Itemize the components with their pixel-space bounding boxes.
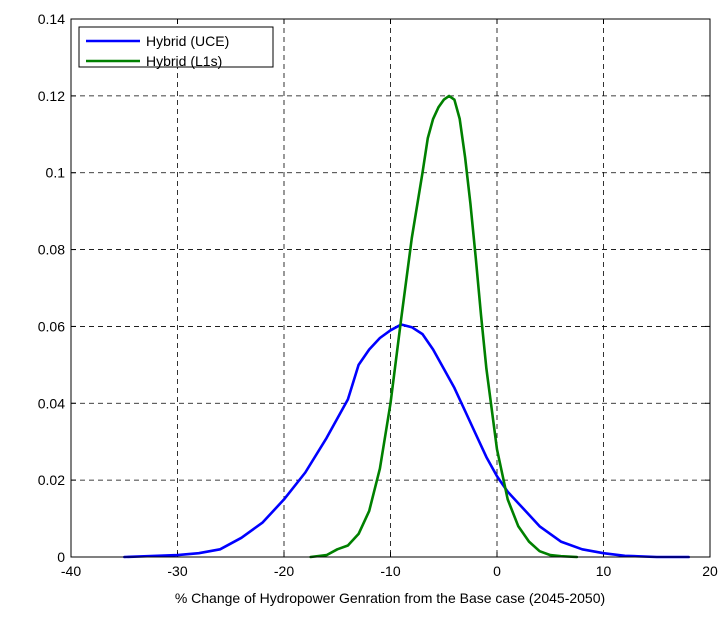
x-tick-label: -40 (61, 563, 81, 579)
legend: Hybrid (UCE) Hybrid (L1s) (78, 26, 274, 69)
y-tick-label: 0.06 (38, 318, 65, 334)
y-tick-label: 0.1 (46, 165, 66, 181)
series-line-1 (123, 323, 691, 559)
y-tick-labels: 0 0.02 0.04 0.06 0.08 0.1 0.12 0.14 (38, 11, 65, 565)
x-axis-title: % Change of Hydropower Genration from th… (175, 590, 605, 606)
y-tick-label: 0.08 (38, 242, 65, 258)
y-tick-label: 0.04 (38, 395, 65, 411)
legend-label-2: Hybrid (L1s) (146, 53, 222, 69)
y-tick-label: 0.12 (38, 88, 65, 104)
y-tick-label: 0.02 (38, 472, 65, 488)
x-tick-label: 0 (493, 563, 501, 579)
x-tick-label: -20 (274, 563, 294, 579)
x-tick-label: 10 (596, 563, 612, 579)
plot-border (70, 18, 711, 558)
x-tick-label: 20 (702, 563, 718, 579)
plot-area (70, 18, 711, 558)
legend-label-1: Hybrid (UCE) (146, 33, 229, 49)
x-tick-label: -10 (380, 563, 400, 579)
series-line-2 (309, 94, 579, 559)
x-tick-label: -30 (167, 563, 187, 579)
y-tick-label: 0.14 (38, 11, 65, 27)
series-group (123, 94, 691, 559)
y-tick-label: 0 (57, 549, 65, 565)
x-tick-labels: -40 -30 -20 -10 0 10 20 (61, 563, 718, 579)
